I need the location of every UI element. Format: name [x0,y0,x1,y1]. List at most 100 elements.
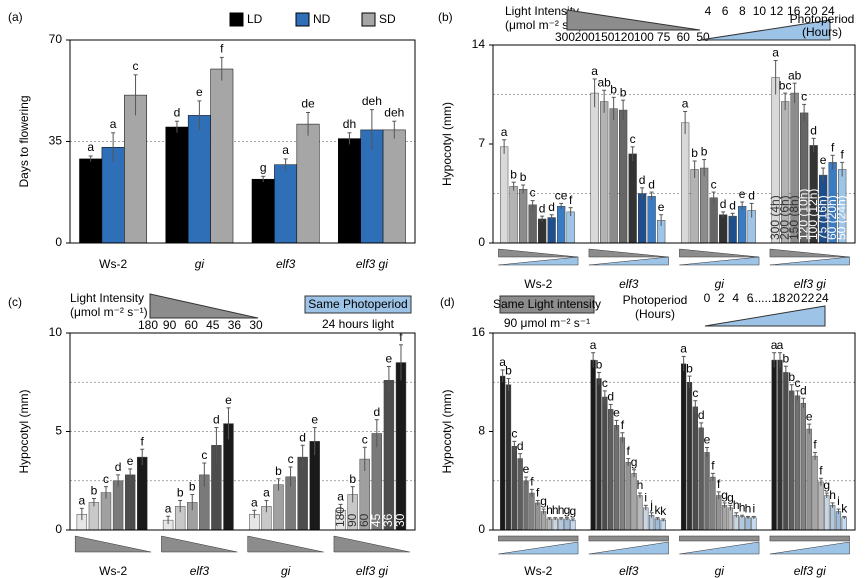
header-number: 50 [696,30,710,44]
bar [599,101,609,244]
significance-letter: f [831,140,835,154]
bar [841,517,847,531]
bar [547,217,556,244]
bar [829,505,836,531]
significance-letter: c [103,472,109,486]
header-number: 8 [739,4,746,18]
bar [590,92,599,244]
significance-letter: c [692,386,698,400]
header-number: 6 [722,4,729,18]
bar [692,406,698,531]
header-triangle [699,19,831,41]
bar [273,484,284,531]
header-number: 24 [821,4,835,18]
plot-frame [69,39,416,244]
significance-letter: f [819,463,823,477]
condition-wedge [498,248,579,258]
bar [719,214,728,244]
bar [613,425,620,531]
bar [124,474,136,531]
bar [529,492,535,531]
significance-letter: d [720,197,727,211]
bar [165,126,189,244]
bar [383,380,395,531]
condition-wedge [769,541,850,555]
significance-letter: d [800,383,807,397]
bar [590,359,596,531]
significance-letter: c [511,427,517,441]
header-number: 120 [614,30,634,44]
condition-wedge [588,541,669,555]
significance-letter: b [610,83,617,97]
significance-letter: b [510,167,517,181]
header-number: 300 [555,30,575,44]
header-triangle [149,293,259,319]
bar [296,123,320,244]
header-title: Light Intensity [70,291,144,305]
header-number: 180 [138,318,158,332]
header-number: 20 [804,4,818,18]
x-tick-label: Ws-2 [524,277,552,291]
significance-letter: e [523,462,530,476]
bar [806,428,812,531]
significance-letter: a [165,501,172,515]
bar [654,518,661,531]
significance-letter: e [806,409,813,423]
bar [660,519,666,531]
significance-letter: ce [555,189,568,203]
significance-letter: c [795,376,801,390]
significance-letter: d [548,200,555,214]
significance-letter: ab [788,68,802,82]
bar [251,178,275,244]
bar [538,218,547,244]
header-triangle [566,9,701,31]
legend-swatch [361,12,376,27]
header-number: 30 [249,318,263,332]
header-unit: (Hours) [635,307,675,321]
significance-letter: e [820,153,827,167]
y-tick-label: 70 [49,32,63,46]
bar [789,390,795,531]
condition-wedge [679,248,760,258]
plot-frame [492,44,856,244]
x-tick-label: Ws-2 [99,257,127,271]
plot-frame [69,332,416,531]
x-tick-label: elf3 gi [794,277,826,291]
significance-letter: a [499,355,506,369]
bar [618,109,628,244]
bar [619,437,626,531]
condition-wedge [74,535,152,553]
significance-letter: d [539,201,546,215]
header-number: 0 [704,291,711,305]
y-axis-label: Hypocotyl (mm) [440,102,454,186]
bar [709,197,718,244]
header-number: 22 [801,291,815,305]
header-title: Same Light intensity [493,297,601,311]
significance-letter: a [772,46,779,60]
bar [137,456,148,531]
bar-label: 120 (10h) [796,189,810,240]
significance-letter: i [837,494,840,508]
significance-letter: b [691,146,698,160]
header-number: 2 [718,291,725,305]
significance-letter: d [639,173,646,187]
y-tick-label: 5 [55,424,62,438]
y-tick-label: 0 [55,235,62,249]
significance-letter: de [301,97,315,111]
x-tick-label: elf3 [619,277,639,291]
significance-letter: c [288,452,294,466]
bar [625,462,631,531]
bar [546,518,553,531]
significance-letter: f [141,434,145,448]
header-box [499,295,595,314]
header-box [304,295,412,314]
plot-frame [492,332,856,531]
panel-label: (a) [8,10,23,24]
significance-letter: k [841,502,848,516]
bar [499,375,506,531]
bar [505,384,512,531]
bar [835,511,842,531]
significance-letter: a [282,143,289,157]
significance-letter: f [536,486,540,500]
